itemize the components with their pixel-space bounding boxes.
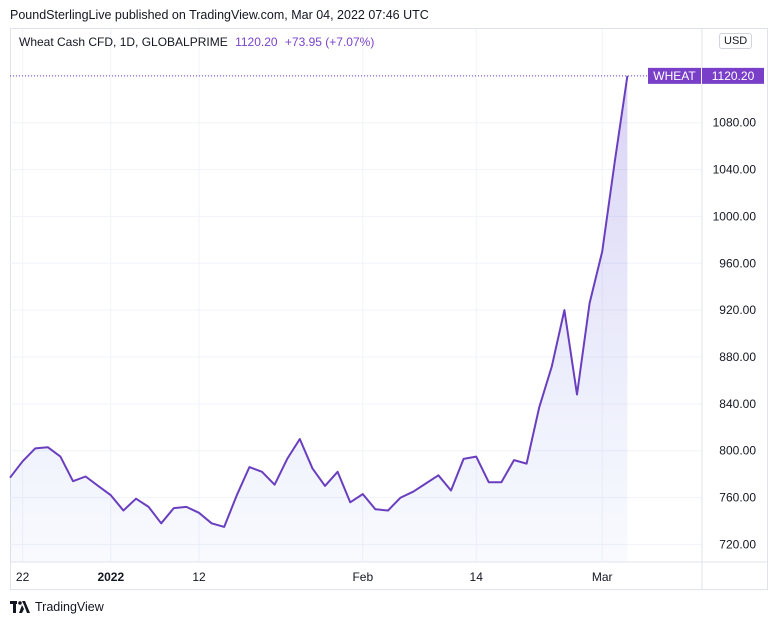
y-tick-label: 920.00 [719,303,756,317]
symbol-legend[interactable]: Wheat Cash CFD, 1D, GLOBALPRIME 1120.20 … [19,35,374,49]
last-price: 1120.20 [235,35,278,49]
x-tick-label: 2022 [97,570,124,584]
y-tick-label: 880.00 [719,350,756,364]
y-tick-label: 960.00 [719,256,756,270]
y-tick-label: 760.00 [719,491,756,505]
x-tick-label: 14 [470,570,484,584]
publisher-caption: PoundSterlingLive published on TradingVi… [10,8,429,22]
chart-frame [10,28,768,590]
y-tick-label: 840.00 [719,397,756,411]
grid [10,29,768,590]
footer-brand[interactable]: TradingView [10,600,104,614]
last-price-tag: WHEAT 1120.20 [10,67,764,84]
price-tag-bg [702,67,764,84]
price-change: +73.95 (+7.07%) [284,35,375,49]
x-tick-label: 22 [16,570,30,584]
currency-button[interactable]: USD [719,33,753,49]
x-tick-label: Mar [592,570,613,584]
x-tick-label: Feb [352,570,373,584]
symbol-tag-bg [648,67,701,84]
price-line [9,75,629,528]
y-tick-label: 1080.00 [713,116,757,130]
y-tick-label: 800.00 [719,444,756,458]
area-fill [10,75,628,563]
symbol-name: Wheat Cash CFD, 1D, GLOBALPRIME [19,35,228,49]
brand-name: TradingView [35,600,104,614]
symbol-tag-label: WHEAT [653,69,696,83]
tradingview-logo-icon [10,601,30,613]
x-tick-label: 12 [192,570,206,584]
plot-area [9,75,629,563]
y-tick-label: 720.00 [719,537,756,551]
x-axis: 22 2022 12 Feb 14 Mar [16,570,613,584]
y-tick-label: 1000.00 [713,209,757,223]
y-tick-label: 1040.00 [713,163,757,177]
price-tag-value: 1120.20 [712,69,755,83]
y-axis: 1120.001080.001040.001000.00960.00920.00… [713,69,757,552]
